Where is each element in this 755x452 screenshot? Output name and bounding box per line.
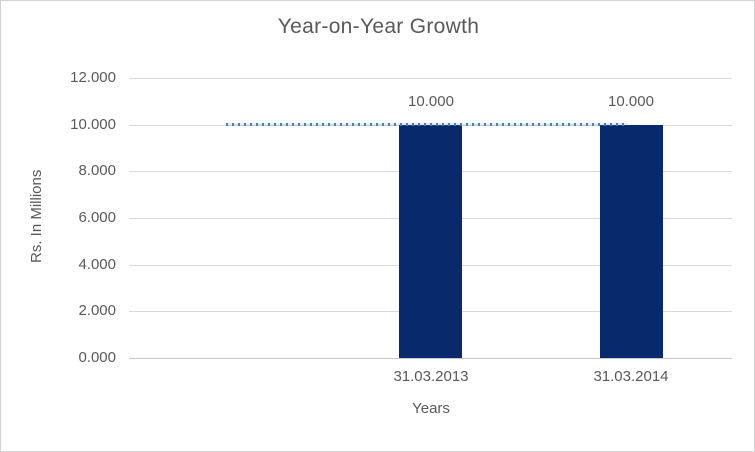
y-tick-label: 8.000	[78, 162, 116, 179]
x-axis-title: Years	[412, 400, 450, 417]
reference-dotted-line	[226, 123, 628, 126]
gridline	[129, 78, 732, 79]
y-tick-label: 0.000	[78, 349, 116, 366]
y-tick-label: 2.000	[78, 302, 116, 319]
y-tick-label: 12.000	[70, 69, 116, 86]
y-tick-label: 10.000	[70, 116, 116, 133]
x-tick-label: 31.03.2014	[593, 368, 669, 385]
y-tick-label: 6.000	[78, 209, 116, 226]
x-axis-line	[129, 358, 732, 359]
x-tick-label: 31.03.2013	[393, 368, 469, 385]
chart-title: Year-on-Year Growth	[277, 15, 480, 38]
bar-data-label: 10.000	[608, 93, 654, 110]
bar-31-03-2014	[600, 125, 663, 358]
bar-data-label: 10.000	[408, 93, 454, 110]
bar-31-03-2013	[399, 125, 462, 358]
y-tick-label: 4.000	[78, 256, 116, 273]
plot-area	[129, 78, 732, 359]
